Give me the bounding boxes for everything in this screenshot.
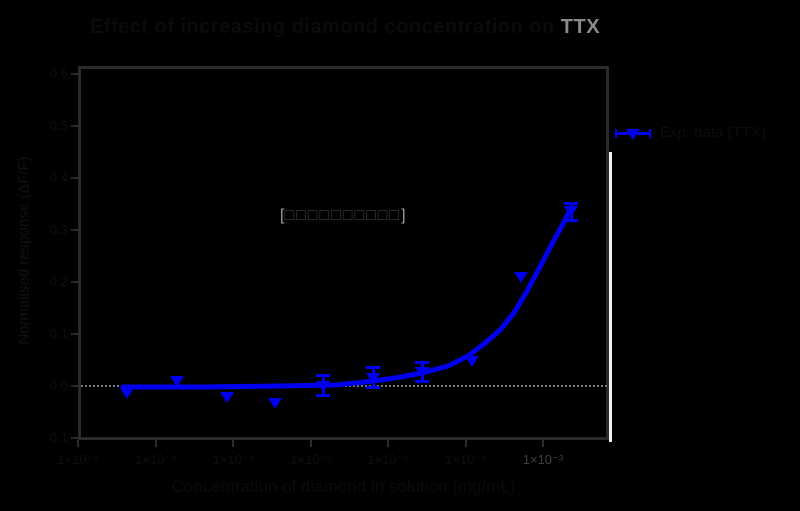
- x-axis-tick: [232, 440, 234, 447]
- error-bar-cap-bottom: [564, 219, 578, 222]
- right-spine-white-segment: [609, 152, 612, 442]
- x-axis-tick: [465, 440, 467, 447]
- y-tick-label: 0.4: [49, 170, 68, 185]
- x-axis-tick: [77, 440, 79, 447]
- legend-errorbar-cap-right: [649, 129, 651, 138]
- y-axis-label: Normalised response (ΔF/F): [15, 156, 33, 345]
- x-tick-label: 1×10⁻⁴: [445, 452, 487, 467]
- x-tick-label: 1×10⁻³: [522, 452, 564, 467]
- x-axis-tick: [155, 440, 157, 447]
- data-point-marker: [514, 272, 528, 283]
- y-axis-tick: [71, 385, 78, 387]
- y-tick-label: 0.3: [49, 222, 68, 237]
- data-point-marker: [220, 392, 234, 403]
- error-bar-cap-bottom: [415, 380, 429, 383]
- y-axis-tick: [71, 229, 78, 231]
- data-point-marker: [316, 381, 330, 392]
- data-point-marker: [465, 356, 479, 367]
- annotation-bracket-right: ]: [401, 207, 406, 224]
- y-tick-label: 0.0: [49, 378, 68, 393]
- y-axis-tick: [71, 281, 78, 283]
- x-tick-label: 1×10⁻⁸: [135, 452, 177, 467]
- y-axis-tick: [71, 125, 78, 127]
- data-point-marker: [268, 398, 282, 409]
- data-point-marker: [120, 388, 134, 399]
- y-axis-tick: [71, 333, 78, 335]
- y-axis-tick: [71, 177, 78, 179]
- y-axis-tick: [71, 73, 78, 75]
- x-tick-label: 1×10⁻⁹: [57, 452, 99, 467]
- x-axis-tick: [310, 440, 312, 447]
- error-bar-cap-top: [415, 361, 429, 364]
- chart-title-main: Effect of increasing diamond concentrati…: [89, 16, 561, 38]
- chart-title-highlight: TTX: [560, 16, 601, 38]
- x-axis-tick: [542, 440, 544, 447]
- x-tick-label: 1×10⁻⁶: [290, 452, 332, 467]
- x-tick-label: 1×10⁻⁷: [212, 452, 254, 467]
- annotation-boxes: □□□□□□□□□□: [284, 207, 402, 224]
- error-bar-cap-top: [366, 366, 380, 369]
- error-bar-cap-bottom: [316, 394, 330, 397]
- annotation-bracket-left: [: [280, 207, 285, 224]
- legend-entry-label: Exp. data (TTX): [660, 124, 766, 141]
- chart-title: Effect of increasing diamond concentrati…: [0, 16, 690, 39]
- x-axis-label: Concentration of diamond in solution (mg…: [171, 477, 516, 496]
- y-tick-label: 0.2: [49, 274, 68, 289]
- error-bar-cap-top: [316, 374, 330, 377]
- y-tick-label: 0.5: [49, 118, 68, 133]
- y-tick-label: 0.6: [49, 66, 68, 81]
- error-bar-cap-bottom: [366, 386, 380, 389]
- data-point-marker: [564, 206, 578, 217]
- y-tick-label: 0.1: [49, 326, 68, 341]
- legend-triangle-down-icon: [626, 129, 640, 140]
- data-point-marker: [366, 373, 380, 384]
- error-bar-cap-top: [564, 202, 578, 205]
- data-point-marker: [415, 367, 429, 378]
- y-axis-tick: [71, 437, 78, 439]
- plot-frame: [78, 66, 609, 440]
- data-point-marker: [170, 376, 184, 387]
- y-tick-label: -0.1: [45, 430, 68, 445]
- plot-annotation: [□□□□□□□□□□]: [280, 207, 406, 225]
- x-axis-tick: [387, 440, 389, 447]
- x-tick-label: 1×10⁻⁵: [367, 452, 409, 467]
- legend-errorbar-cap-left: [615, 129, 617, 138]
